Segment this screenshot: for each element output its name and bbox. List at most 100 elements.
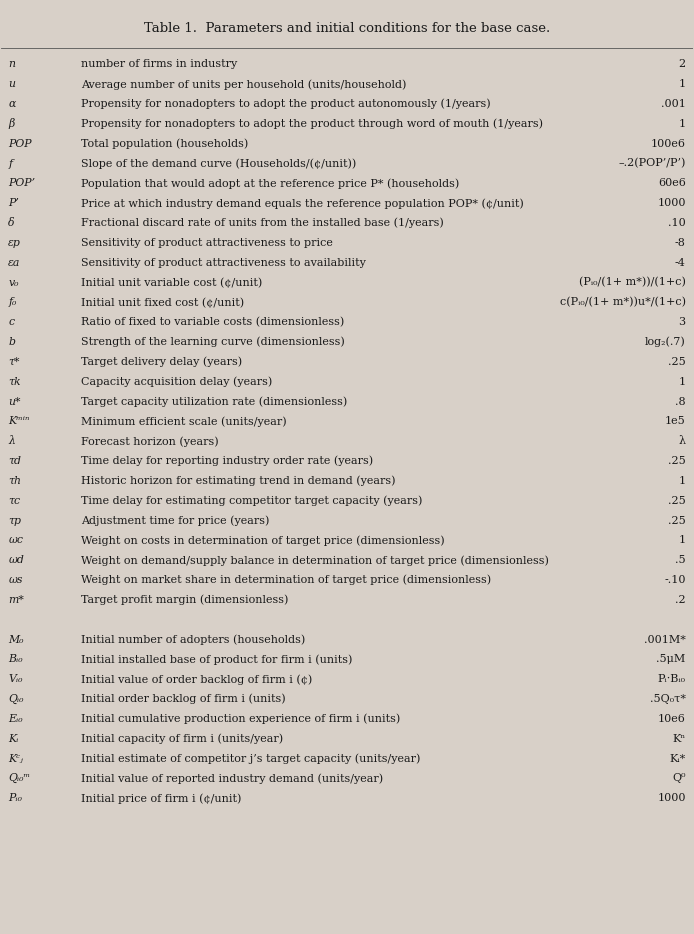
Text: ωc: ωc (8, 535, 24, 545)
Text: Capacity acquisition delay (years): Capacity acquisition delay (years) (81, 376, 272, 387)
Text: εa: εa (8, 258, 21, 268)
Text: εp: εp (8, 238, 22, 248)
Text: Initial unit fixed cost (¢/unit): Initial unit fixed cost (¢/unit) (81, 297, 244, 307)
Text: Target profit margin (dimensionless): Target profit margin (dimensionless) (81, 595, 288, 605)
Text: Target capacity utilization rate (dimensionless): Target capacity utilization rate (dimens… (81, 396, 347, 407)
Text: Q⁰: Q⁰ (672, 773, 686, 784)
Text: β: β (8, 119, 15, 130)
Text: Time delay for reporting industry order rate (years): Time delay for reporting industry order … (81, 456, 373, 466)
Text: u*: u* (8, 397, 21, 406)
Text: Price at which industry demand equals the reference population POP* (¢/unit): Price at which industry demand equals th… (81, 198, 524, 208)
Text: Target delivery delay (years): Target delivery delay (years) (81, 357, 242, 367)
Text: Initial cumulative production experience of firm i (units): Initial cumulative production experience… (81, 714, 400, 724)
Text: Total population (households): Total population (households) (81, 138, 248, 149)
Text: 1: 1 (679, 376, 686, 387)
Text: .5: .5 (675, 555, 686, 565)
Text: c(Pᵢ₀/(1+ m*))u*/(1+c): c(Pᵢ₀/(1+ m*))u*/(1+c) (559, 297, 686, 307)
Text: Slope of the demand curve (Households/(¢/unit)): Slope of the demand curve (Households/(¢… (81, 158, 356, 169)
Text: 1: 1 (679, 119, 686, 129)
Text: λ: λ (679, 436, 686, 446)
Text: 2: 2 (679, 60, 686, 69)
Text: τh: τh (8, 476, 22, 486)
Text: Pᵢ₀: Pᵢ₀ (8, 793, 22, 803)
Text: POP’: POP’ (8, 178, 35, 189)
Text: n: n (8, 60, 15, 69)
Text: .5μM: .5μM (657, 655, 686, 664)
Text: u: u (8, 79, 15, 90)
Text: 10e6: 10e6 (658, 714, 686, 724)
Text: f: f (8, 159, 12, 168)
Text: Qᵢ₀ᵐ: Qᵢ₀ᵐ (8, 773, 31, 784)
Text: .001M*: .001M* (644, 634, 686, 644)
Text: -4: -4 (675, 258, 686, 268)
Text: Strength of the learning curve (dimensionless): Strength of the learning curve (dimensio… (81, 337, 345, 347)
Text: 1: 1 (679, 535, 686, 545)
Text: λ: λ (8, 436, 15, 446)
Text: Initial price of firm i (¢/unit): Initial price of firm i (¢/unit) (81, 793, 242, 803)
Text: 1000: 1000 (657, 793, 686, 803)
Text: Propensity for nonadopters to adopt the product autonomously (1/years): Propensity for nonadopters to adopt the … (81, 99, 491, 109)
Text: Vᵢ₀: Vᵢ₀ (8, 674, 23, 685)
Text: .001: .001 (661, 99, 686, 109)
Text: -8: -8 (675, 238, 686, 248)
Text: Table 1.  Parameters and initial conditions for the base case.: Table 1. Parameters and initial conditio… (144, 21, 550, 35)
Text: 3: 3 (679, 318, 686, 327)
Text: Qᵢ₀: Qᵢ₀ (8, 694, 24, 704)
Text: Kᶜⱼ: Kᶜⱼ (8, 754, 23, 764)
Text: Propensity for nonadopters to adopt the product through word of mouth (1/years): Propensity for nonadopters to adopt the … (81, 119, 543, 129)
Text: Population that would adopt at the reference price P* (households): Population that would adopt at the refer… (81, 178, 459, 189)
Text: v₀: v₀ (8, 277, 19, 288)
Text: Time delay for estimating competitor target capacity (years): Time delay for estimating competitor tar… (81, 495, 422, 506)
Text: POP: POP (8, 139, 32, 149)
Text: 1000: 1000 (657, 198, 686, 208)
Text: Kᵢ: Kᵢ (8, 734, 19, 743)
Text: log₂(.7): log₂(.7) (645, 337, 686, 347)
Text: Bᵢ₀: Bᵢ₀ (8, 655, 23, 664)
Text: Initial installed base of product for firm i (units): Initial installed base of product for fi… (81, 654, 353, 665)
Text: Sensitivity of product attractiveness to availability: Sensitivity of product attractiveness to… (81, 258, 366, 268)
Text: Kᵢ*: Kᵢ* (670, 754, 686, 764)
Text: Ratio of fixed to variable costs (dimensionless): Ratio of fixed to variable costs (dimens… (81, 317, 344, 328)
Text: ωs: ωs (8, 575, 23, 585)
Text: .5Q₀τ*: .5Q₀τ* (650, 694, 686, 704)
Text: Initial estimate of competitor j’s target capacity (units/year): Initial estimate of competitor j’s targe… (81, 754, 421, 764)
Text: Pᵢ·Bᵢ₀: Pᵢ·Bᵢ₀ (658, 674, 686, 685)
Text: Fractional discard rate of units from the installed base (1/years): Fractional discard rate of units from th… (81, 218, 443, 228)
Text: τk: τk (8, 376, 21, 387)
Text: Sensitivity of product attractiveness to price: Sensitivity of product attractiveness to… (81, 238, 332, 248)
Text: b: b (8, 337, 15, 347)
Text: f₀: f₀ (8, 297, 17, 307)
Text: Kⁿ: Kⁿ (672, 734, 686, 743)
Text: Initial value of order backlog of firm i (¢): Initial value of order backlog of firm i… (81, 674, 312, 685)
Text: Initial number of adopters (households): Initial number of adopters (households) (81, 634, 305, 644)
Text: .2: .2 (675, 595, 686, 605)
Text: Initial order backlog of firm i (units): Initial order backlog of firm i (units) (81, 694, 285, 704)
Text: .10: .10 (668, 218, 686, 228)
Text: Forecast horizon (years): Forecast horizon (years) (81, 436, 219, 446)
Text: Initial capacity of firm i (units/year): Initial capacity of firm i (units/year) (81, 733, 283, 744)
Text: Eᵢ₀: Eᵢ₀ (8, 714, 23, 724)
Text: 1e5: 1e5 (665, 417, 686, 427)
Text: Historic horizon for estimating trend in demand (years): Historic horizon for estimating trend in… (81, 475, 396, 487)
Text: .8: .8 (675, 397, 686, 406)
Text: δ: δ (8, 218, 15, 228)
Text: Minimum efficient scale (units/year): Minimum efficient scale (units/year) (81, 417, 287, 427)
Text: –.2(POP’/P’): –.2(POP’/P’) (618, 159, 686, 169)
Text: .25: .25 (668, 516, 686, 526)
Text: Adjustment time for price (years): Adjustment time for price (years) (81, 516, 269, 526)
Text: 1: 1 (679, 79, 686, 90)
Text: M₀: M₀ (8, 634, 24, 644)
Text: ωd: ωd (8, 555, 24, 565)
Text: (Pᵢ₀/(1+ m*))/(1+c): (Pᵢ₀/(1+ m*))/(1+c) (579, 277, 686, 288)
Text: Weight on demand/supply balance in determination of target price (dimensionless): Weight on demand/supply balance in deter… (81, 555, 549, 566)
Text: Initial value of reported industry demand (units/year): Initial value of reported industry deman… (81, 773, 383, 784)
Text: α: α (8, 99, 16, 109)
Text: .25: .25 (668, 456, 686, 466)
Text: τp: τp (8, 516, 22, 526)
Text: c: c (8, 318, 15, 327)
Text: Weight on market share in determination of target price (dimensionless): Weight on market share in determination … (81, 574, 491, 586)
Text: Initial unit variable cost (¢/unit): Initial unit variable cost (¢/unit) (81, 277, 262, 288)
Text: 1: 1 (679, 476, 686, 486)
Text: Weight on costs in determination of target price (dimensionless): Weight on costs in determination of targ… (81, 535, 444, 545)
Text: .25: .25 (668, 496, 686, 505)
